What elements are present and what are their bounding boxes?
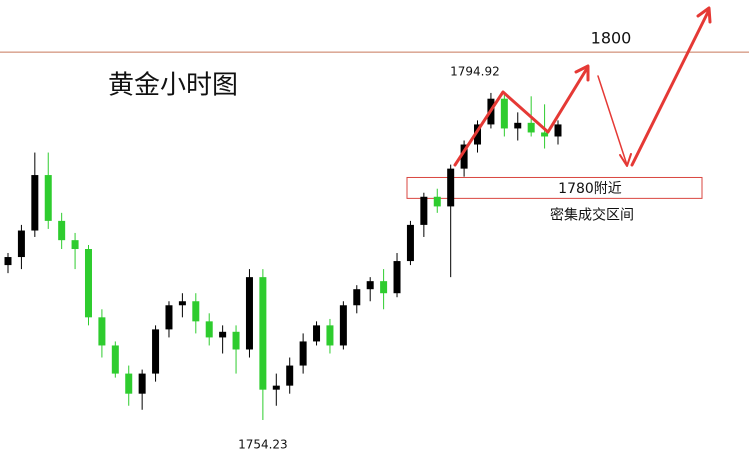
candle-body xyxy=(4,257,12,266)
candle-body xyxy=(165,305,173,330)
candle-body xyxy=(31,175,39,231)
candle-body xyxy=(406,224,414,262)
candle-body xyxy=(138,373,146,394)
trend-arrow xyxy=(453,68,588,167)
candle-body xyxy=(474,124,482,145)
candle-body xyxy=(192,301,200,322)
candle-body xyxy=(111,345,119,374)
arrow-head xyxy=(619,153,632,167)
candle-body xyxy=(366,281,374,290)
candle-body xyxy=(514,122,522,129)
zone-note: 密集成交区间 xyxy=(550,206,634,223)
candle-body xyxy=(232,331,240,350)
candle-body xyxy=(554,124,562,137)
candle-body xyxy=(326,325,334,346)
candle-body xyxy=(500,98,508,129)
candle-body xyxy=(353,289,361,306)
candle-body xyxy=(380,281,388,294)
candle-body xyxy=(245,277,253,350)
reference-label: 1800 xyxy=(591,29,632,48)
candle-body xyxy=(44,175,52,221)
candle-body xyxy=(205,321,213,338)
candle-body xyxy=(178,301,186,306)
zone-box xyxy=(406,176,703,199)
low-label: 1754.23 xyxy=(238,437,288,451)
rise-arrow xyxy=(630,8,711,167)
arrow-head xyxy=(696,6,712,24)
candle-body xyxy=(286,365,294,386)
zone-label: 1780附近 xyxy=(558,181,622,197)
candle-body xyxy=(460,144,468,169)
drop-arrow xyxy=(597,75,628,166)
candle-body xyxy=(152,329,160,374)
candle-body xyxy=(259,277,267,390)
chart-title: 黄金小时图 xyxy=(108,71,238,101)
candle-body xyxy=(58,220,66,241)
candle-body xyxy=(17,230,25,258)
candle-body xyxy=(272,385,280,390)
candle-body xyxy=(433,196,441,207)
candle-body xyxy=(125,373,133,394)
arrow-head xyxy=(574,64,590,82)
candle-body xyxy=(393,261,401,294)
candle-body xyxy=(84,249,92,318)
candle-body xyxy=(98,317,106,346)
arrows xyxy=(453,6,712,167)
candle-body xyxy=(313,325,321,342)
candle-body xyxy=(527,122,535,133)
candle-body xyxy=(339,305,347,346)
candle-body xyxy=(541,132,549,137)
high-label: 1794.92 xyxy=(450,64,500,78)
candle-body xyxy=(219,331,227,338)
candle-body xyxy=(420,196,428,225)
candle-body xyxy=(71,240,79,250)
candle-body xyxy=(299,341,307,366)
candle-body xyxy=(447,168,455,207)
